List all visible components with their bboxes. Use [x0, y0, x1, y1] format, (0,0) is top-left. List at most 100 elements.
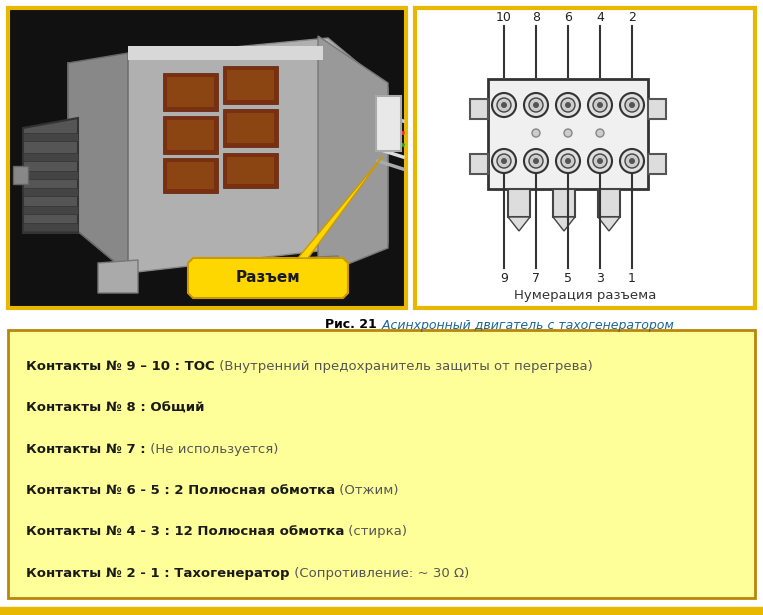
Bar [8, 330, 755, 598]
Text: Контакты № 6 - 5 : 2 Полюсная обмотка: Контакты № 6 - 5 : 2 Полюсная обмотка [26, 484, 335, 497]
Circle shape [561, 154, 575, 168]
Circle shape [620, 149, 644, 173]
Circle shape [596, 129, 604, 137]
Bar [23, 188, 78, 196]
Text: 5: 5 [564, 272, 572, 285]
Circle shape [497, 154, 511, 168]
Text: 8: 8 [532, 11, 540, 24]
Circle shape [501, 158, 507, 164]
Bar [648, 154, 666, 174]
Circle shape [588, 149, 612, 173]
Circle shape [492, 149, 516, 173]
Text: (Отжим): (Отжим) [335, 484, 398, 497]
Text: 10: 10 [496, 11, 512, 24]
Text: Разъем: Разъем [236, 271, 301, 285]
Bar [470, 99, 488, 119]
Polygon shape [98, 260, 138, 293]
Bar [23, 153, 78, 161]
Text: Контакты № 7 :: Контакты № 7 : [26, 443, 146, 456]
Circle shape [588, 93, 612, 117]
Circle shape [625, 98, 639, 112]
Text: (Сопротивление: ~ 30 Ω): (Сопротивление: ~ 30 Ω) [289, 566, 468, 579]
Bar [23, 223, 78, 231]
Text: Контакты № 8 : Общий: Контакты № 8 : Общий [26, 402, 204, 415]
Bar [163, 73, 218, 111]
Circle shape [597, 158, 603, 164]
Bar [376, 96, 401, 151]
Bar [8, 8, 406, 308]
Circle shape [629, 158, 635, 164]
Polygon shape [553, 217, 575, 231]
Text: Контакты № 2 - 1 : Тахогенератор: Контакты № 2 - 1 : Тахогенератор [26, 566, 289, 579]
Circle shape [620, 93, 644, 117]
Circle shape [533, 102, 539, 108]
Text: 6: 6 [564, 11, 572, 24]
Text: (стирка): (стирка) [344, 525, 407, 538]
Polygon shape [68, 38, 388, 273]
Text: 2: 2 [628, 11, 636, 24]
Circle shape [556, 149, 580, 173]
Bar [223, 66, 278, 104]
Circle shape [597, 102, 603, 108]
Circle shape [564, 129, 572, 137]
Bar [415, 8, 755, 308]
Text: 4: 4 [596, 11, 604, 24]
Bar [227, 113, 274, 143]
Circle shape [556, 93, 580, 117]
Bar [227, 157, 274, 184]
Bar [167, 77, 214, 107]
Circle shape [529, 98, 543, 112]
Circle shape [565, 158, 571, 164]
Polygon shape [188, 258, 348, 298]
Circle shape [524, 149, 548, 173]
Bar [23, 133, 78, 141]
Bar [508, 189, 530, 217]
Bar [163, 116, 218, 154]
Bar [163, 158, 218, 193]
Bar [648, 99, 666, 119]
Circle shape [497, 98, 511, 112]
Circle shape [492, 93, 516, 117]
Text: 9: 9 [500, 272, 508, 285]
Bar [167, 162, 214, 189]
Text: Контакты № 9 – 10 : ТОС: Контакты № 9 – 10 : ТОС [26, 360, 214, 373]
Circle shape [561, 98, 575, 112]
Bar [0, 607, 763, 615]
Text: Нумерация разъема: Нумерация разъема [513, 290, 656, 303]
Text: 3: 3 [596, 272, 604, 285]
Polygon shape [68, 53, 128, 273]
Bar [553, 189, 575, 217]
Bar [13, 166, 28, 184]
Text: 1: 1 [628, 272, 636, 285]
Polygon shape [298, 256, 338, 288]
Text: Асинхронный двигатель с тахогенератором: Асинхронный двигатель с тахогенератором [378, 319, 674, 331]
Circle shape [593, 154, 607, 168]
Polygon shape [598, 217, 620, 231]
Circle shape [593, 98, 607, 112]
Circle shape [532, 129, 540, 137]
Circle shape [501, 102, 507, 108]
Text: (Не используется): (Не используется) [146, 443, 278, 456]
Text: Контакты № 4 - 3 : 12 Полюсная обмотка: Контакты № 4 - 3 : 12 Полюсная обмотка [26, 525, 344, 538]
Polygon shape [23, 118, 78, 233]
Circle shape [625, 154, 639, 168]
Polygon shape [298, 156, 383, 258]
Bar [167, 120, 214, 150]
Circle shape [533, 158, 539, 164]
Bar [11, 11, 403, 305]
Bar [223, 109, 278, 147]
Bar [23, 171, 78, 179]
Bar [128, 46, 323, 60]
Bar [488, 79, 648, 189]
Text: Рис. 21: Рис. 21 [325, 319, 376, 331]
Polygon shape [318, 36, 388, 276]
Bar [23, 206, 78, 214]
Polygon shape [508, 217, 530, 231]
Circle shape [529, 154, 543, 168]
Circle shape [524, 93, 548, 117]
Circle shape [565, 102, 571, 108]
Bar [223, 153, 278, 188]
Text: 7: 7 [532, 272, 540, 285]
Circle shape [629, 102, 635, 108]
Bar [227, 70, 274, 100]
